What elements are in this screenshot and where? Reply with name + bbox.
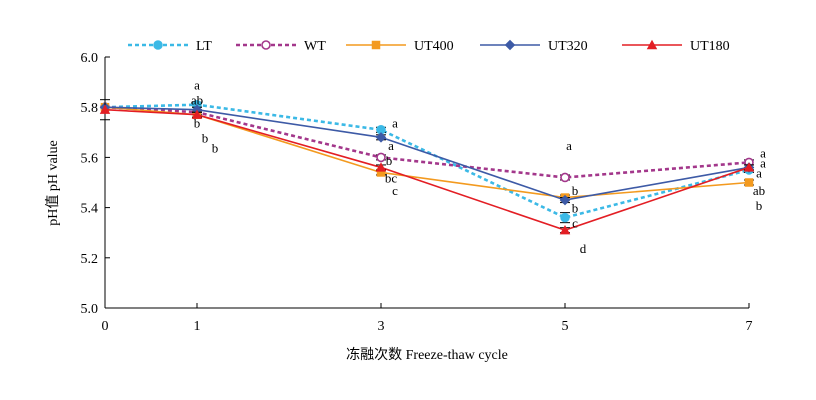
significance-label: b [572,201,579,216]
legend-item-ut400: UT400 [346,39,454,54]
point-marker [153,40,163,50]
point-marker [743,162,755,172]
significance-label: c [572,216,578,231]
point-marker [559,224,571,235]
point-marker [191,109,203,119]
legend-item-ut180: UT180 [622,39,730,54]
point-marker [559,194,571,206]
x-tick-label: 7 [746,319,753,334]
chart-axes: 5.0 5.2 5.4 5.6 5.8 6.0 0 1 3 5 7 [81,51,753,334]
y-axis-title: pH值 pH value [45,140,61,226]
point-marker [646,39,658,50]
x-tick-label: 3 [378,319,385,334]
legend-label: WT [304,39,326,54]
chart-legend: LT WT UT400 UT320 UT180 [128,39,730,54]
significance-label: a [760,155,766,170]
significance-label: b [756,198,763,213]
significance-label: bc [385,170,398,185]
significance-label: a [194,78,200,93]
point-marker [560,172,570,183]
x-tick-label: 5 [562,319,569,334]
series-line [104,106,750,201]
y-tick-label: 5.8 [81,101,99,116]
point-marker [504,39,516,51]
significance-label: a [760,145,766,160]
legend-item-lt: LT [128,39,212,54]
legend-label: UT320 [548,39,588,54]
significance-label: d [580,241,587,256]
significance-label: ab [753,183,765,198]
significance-label: a [566,138,572,153]
y-tick-label: 5.0 [81,302,99,317]
legend-label: UT400 [414,39,454,54]
legend-label: UT180 [690,39,730,54]
significance-label: c [392,183,398,198]
point-marker [560,212,570,223]
significance-label: b [212,140,219,155]
point-marker [371,40,381,50]
x-axis-title: 冻融次数 Freeze-thaw cycle [346,346,508,363]
significance-label: a [392,115,398,130]
legend-item-ut320: UT320 [480,39,588,54]
point-marker [99,104,111,114]
point-marker [261,40,271,50]
point-marker [375,132,387,143]
significance-label: a [388,138,394,153]
y-tick-label: 5.2 [81,252,99,267]
significance-label: ab [191,93,203,108]
y-tick-label: 6.0 [81,51,99,66]
significance-label: b [202,130,209,145]
legend-label: LT [196,39,212,54]
y-tick-label: 5.6 [81,151,99,166]
point-marker [376,152,386,163]
significance-label: a [756,165,762,180]
series-ut180 [99,99,755,235]
point-marker [375,162,387,172]
series-layer [99,99,755,235]
x-tick-label: 1 [194,319,201,334]
significance-label: b [386,153,393,168]
y-tick-label: 5.4 [81,202,99,217]
point-marker [744,178,754,187]
significance-label: b [194,115,201,130]
x-tick-label: 0 [102,319,109,334]
legend-item-wt: WT [236,39,326,54]
point-marker [376,168,386,177]
significance-label: b [572,183,579,198]
